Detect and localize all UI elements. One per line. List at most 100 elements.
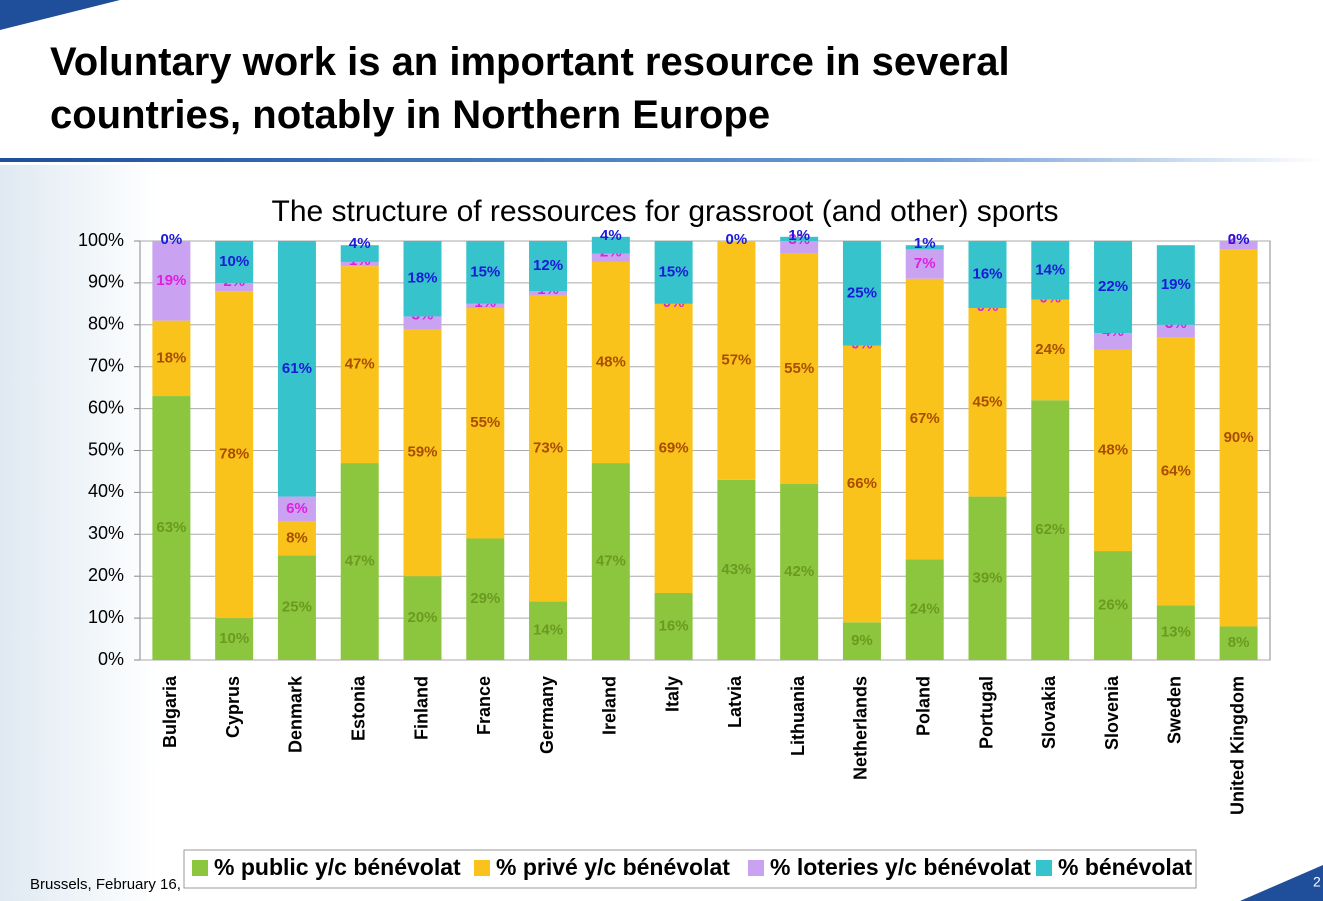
y-tick-label: 80% <box>88 314 124 334</box>
bar-segment <box>340 463 379 660</box>
value-label: 39% <box>972 569 1002 586</box>
bar-segment <box>215 282 254 292</box>
value-label: 2% <box>1228 231 1250 248</box>
bar-segment <box>591 261 630 464</box>
bar-segment <box>403 328 442 577</box>
bar-segment <box>529 601 568 660</box>
value-label: 18% <box>156 349 186 366</box>
bar-segment <box>1156 245 1195 325</box>
bar-segment <box>842 345 881 623</box>
value-label: 73% <box>533 439 563 456</box>
x-tick-label: Lithuania <box>788 675 808 756</box>
value-label: 18% <box>407 270 437 287</box>
bar-segment <box>905 249 944 279</box>
x-tick-label: Portugal <box>976 676 996 749</box>
value-label: 10% <box>219 253 249 270</box>
bar-segment <box>717 241 756 480</box>
bar-segment <box>466 308 505 539</box>
header-corner <box>0 0 120 30</box>
value-label: 4% <box>349 235 371 252</box>
value-label: 47% <box>345 553 375 570</box>
bar-segment <box>591 253 630 262</box>
bar-segment <box>277 496 316 522</box>
x-tick-label: Netherlands <box>851 676 871 780</box>
value-label: 42% <box>784 563 814 580</box>
x-tick-label: Germany <box>537 676 557 754</box>
value-label: 10% <box>219 630 249 647</box>
x-tick-label: Finland <box>411 676 431 740</box>
value-label: 43% <box>721 561 751 578</box>
y-tick-label: 20% <box>88 565 124 585</box>
y-tick-label: 30% <box>88 523 124 543</box>
slide-title: Voluntary work is an important resource … <box>50 40 1010 84</box>
bar-segment <box>215 241 254 283</box>
value-label: 47% <box>345 356 375 373</box>
bar-segment <box>968 241 1007 309</box>
x-tick-label: Italy <box>662 676 682 712</box>
bar-segment <box>466 303 505 309</box>
value-label: 14% <box>533 622 563 639</box>
value-label: 67% <box>910 410 940 427</box>
bar-segment <box>842 622 881 660</box>
bar-segment <box>277 521 316 556</box>
value-label: 25% <box>282 599 312 616</box>
slide-title: countries, notably in Northern Europe <box>50 93 770 137</box>
value-label: 64% <box>1161 462 1191 479</box>
value-label: 8% <box>1228 634 1250 651</box>
value-label: 24% <box>1035 341 1065 358</box>
legend-label: % bénévolat <box>1058 854 1193 880</box>
value-label: 19% <box>1161 276 1191 293</box>
bar-segment <box>842 241 881 346</box>
value-label: 61% <box>282 360 312 377</box>
bar-segment <box>654 241 693 304</box>
value-label: 26% <box>1098 596 1128 613</box>
bar-segment <box>1031 241 1070 300</box>
bar-segment <box>905 245 944 250</box>
legend-swatch <box>474 860 490 876</box>
value-label: 0% <box>726 231 748 248</box>
value-label: 78% <box>219 446 249 463</box>
bar-segment <box>1156 324 1195 338</box>
bar-segment <box>403 241 442 317</box>
bar-segment <box>1031 299 1070 401</box>
value-label: 47% <box>596 553 626 570</box>
page-number: 2 <box>1313 874 1321 890</box>
legend-label: % loteries y/c bénévolat <box>770 854 1031 880</box>
bar-segment <box>717 479 756 660</box>
bar-segment <box>1219 249 1258 627</box>
value-label: 8% <box>286 529 308 546</box>
value-label: 55% <box>470 414 500 431</box>
bar-segment <box>780 241 819 254</box>
bar-segment <box>654 303 693 593</box>
value-label: 9% <box>851 632 873 649</box>
value-label: 19% <box>156 272 186 289</box>
bar-segment <box>152 320 191 397</box>
bar-segment <box>780 236 819 241</box>
value-label: 12% <box>533 257 563 274</box>
y-tick-label: 10% <box>88 607 124 627</box>
bar-segment <box>654 592 693 660</box>
bar-segment <box>780 484 819 660</box>
bar-segment <box>152 241 191 321</box>
footer-corner <box>1240 865 1323 901</box>
bar-segment <box>1219 241 1258 250</box>
x-tick-label: Denmark <box>286 675 306 753</box>
x-tick-label: Poland <box>913 676 933 736</box>
bar-segment <box>1031 400 1070 660</box>
bar-segment <box>529 291 568 296</box>
value-label: 15% <box>470 263 500 280</box>
value-label: 55% <box>784 360 814 377</box>
value-label: 48% <box>596 353 626 370</box>
x-tick-label: Latvia <box>725 675 745 728</box>
value-label: 7% <box>914 255 936 272</box>
value-label: 16% <box>972 265 1002 282</box>
bar-segment <box>905 278 944 560</box>
bar-segment <box>780 253 819 485</box>
footer-text: Brussels, February 16, <box>30 876 181 893</box>
bar-segment <box>591 236 630 254</box>
y-tick-label: 100% <box>78 230 124 250</box>
bar-segment <box>1156 337 1195 606</box>
legend-box <box>183 849 1197 889</box>
bar-segment <box>905 559 944 660</box>
